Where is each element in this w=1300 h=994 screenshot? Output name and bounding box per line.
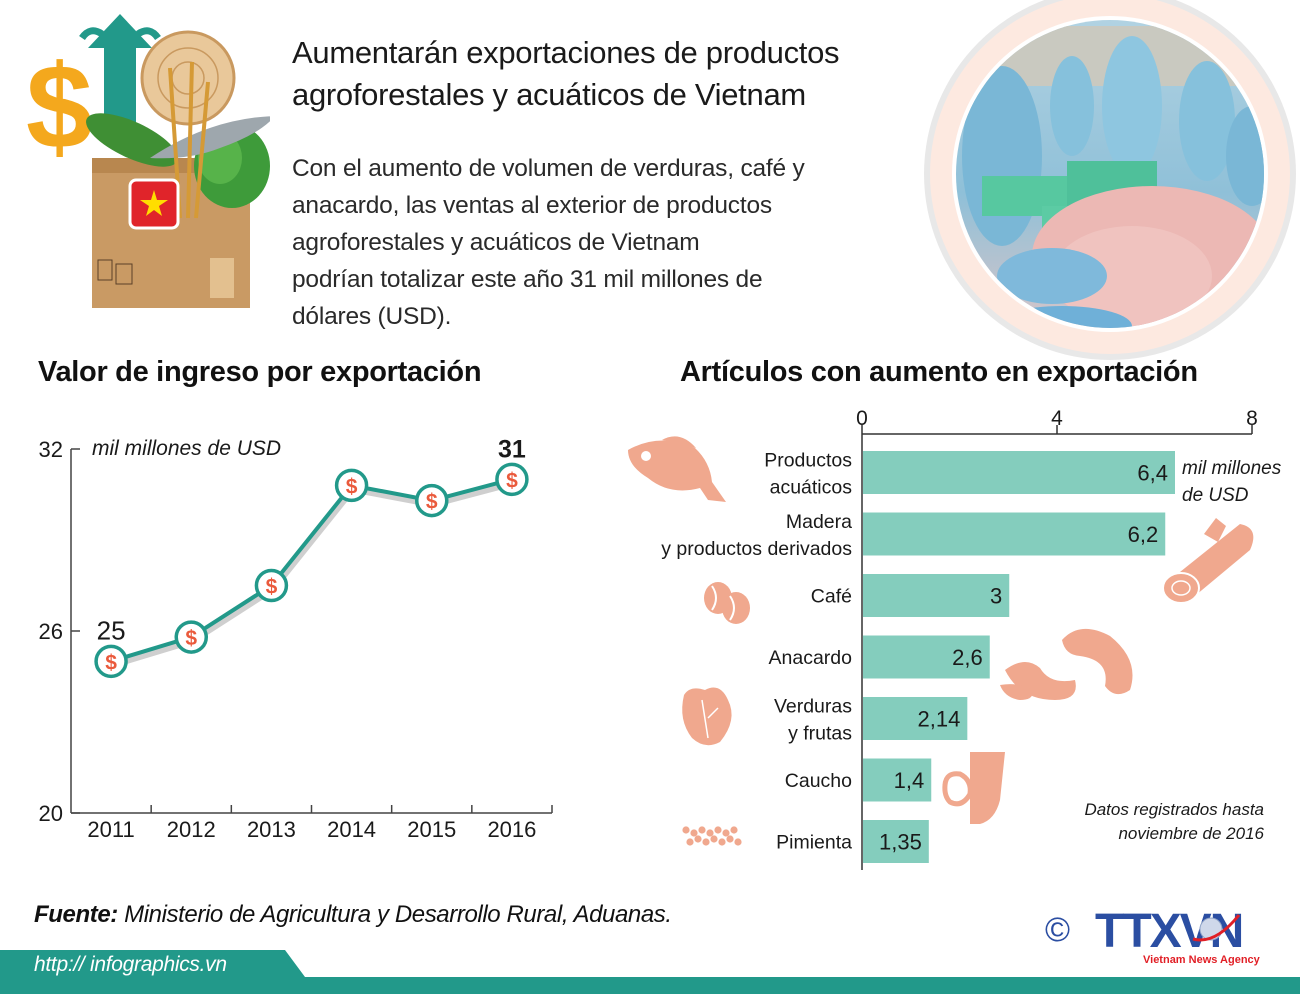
bar-row: 1,4 Caucho <box>785 758 932 802</box>
bar-value-label: 3 <box>990 584 1002 609</box>
dollar-marker-icon: $ <box>174 620 208 654</box>
dollar-marker-icon: $ <box>495 462 529 497</box>
svg-text:$: $ <box>346 475 358 498</box>
bar-row: 2,6 Anacardo <box>769 635 990 679</box>
data-note: Datos registrados hasta <box>1084 800 1264 819</box>
dollar-marker-icon: $ <box>254 568 289 603</box>
bar-row: 6,4 Productos acuáticos <box>764 450 1175 499</box>
dollar-marker-icon: $ <box>334 468 369 503</box>
x-tick-label: 2013 <box>247 817 296 842</box>
x-tick-label: 8 <box>1246 407 1258 430</box>
svg-text:$: $ <box>426 491 438 514</box>
y-tick-label: 20 <box>39 801 63 826</box>
x-tick-label: 2016 <box>487 817 536 842</box>
data-note: noviembre de 2016 <box>1118 824 1264 843</box>
svg-text:$: $ <box>506 469 518 492</box>
bar <box>863 635 990 679</box>
x-tick-label: 4 <box>1051 407 1063 430</box>
bar-value-label: 2,6 <box>952 645 983 670</box>
source-note: Fuente: Ministerio de Agricultura y Desa… <box>34 901 672 929</box>
lead-line: dólares (USD). <box>292 303 452 330</box>
dollar-marker-icon: $ <box>94 644 128 679</box>
lead-line: anacardo, las ventas al exterior de prod… <box>292 192 772 219</box>
bar-chart-title: Artículos con aumento en exportación <box>680 356 1198 388</box>
bar <box>863 451 1175 494</box>
source-text: Ministerio de Agricultura y Desarrollo R… <box>117 901 672 928</box>
x-tick-label: 0 <box>856 407 868 430</box>
bar-value-label: 6,2 <box>1128 522 1159 547</box>
category-label: Café <box>811 586 852 608</box>
lead-line: agroforestales y acuáticos de Vietnam <box>292 229 700 256</box>
export-box-illustration-icon: $ <box>26 14 270 308</box>
export-value-line-chart: 20 26 32 2011 2012 2013 2014 2015 2016 mil millon… <box>39 435 553 842</box>
title-line-2: agroforestales y acuáticos de Vietnam <box>292 77 806 112</box>
bar-chart-series: 6,4 Productos acuáticos 6,2 Madera y producto… <box>661 450 1175 863</box>
category-label: Caucho <box>785 770 852 792</box>
x-tick-label: 2011 <box>87 817 134 842</box>
bar-row: 2,14 Verduras y frutas <box>774 696 968 745</box>
y-tick-label: 32 <box>39 437 63 462</box>
bar <box>863 574 1010 617</box>
lettuce-icon <box>682 687 732 746</box>
footer-url-link[interactable]: http:// infographics.vn <box>34 953 227 976</box>
line-chart-title: Valor de ingreso por exportación <box>38 356 482 388</box>
unit-label: de USD <box>1182 485 1249 506</box>
category-label: Anacardo <box>769 647 853 669</box>
x-tick-label: 2012 <box>167 817 216 842</box>
x-tick-label: 2015 <box>407 817 456 842</box>
line-chart-axes: 20 26 32 2011 2012 2013 2014 2015 2016 mil millon… <box>39 437 553 842</box>
lead-paragraph: Con el aumento de volumen de verduras, c… <box>292 150 912 335</box>
coffee-bean-icon <box>704 582 750 624</box>
y-unit-label: mil millones de USD <box>92 437 281 460</box>
bar-value-label: 1,35 <box>879 830 922 855</box>
logo-subtitle: Vietnam News Agency <box>1143 954 1261 966</box>
svg-text:$: $ <box>26 40 93 174</box>
line-chart-series: $ $ $ $ $ $25 31 <box>94 435 529 679</box>
data-label: 25 <box>97 615 126 645</box>
x-tick-label: 2014 <box>327 817 376 842</box>
category-label: Verduras <box>774 696 852 718</box>
bar-value-label: 2,14 <box>917 707 960 732</box>
log-icon <box>1162 518 1254 604</box>
bar <box>863 820 929 863</box>
bar-chart-icons <box>628 436 1254 846</box>
rubber-tree-icon <box>942 752 1005 824</box>
svg-text:$: $ <box>185 627 197 650</box>
fish-icon <box>628 436 726 502</box>
bar <box>863 512 1166 556</box>
bar <box>863 697 968 740</box>
category-label: y frutas <box>788 723 852 745</box>
svg-text:$: $ <box>105 651 117 674</box>
items-bar-chart: 0 4 8 mil millones de USD Datos registrados h… <box>628 407 1282 870</box>
title-line-1: Aumentarán exportaciones de productos <box>292 35 840 70</box>
dollar-marker-icon: $ <box>415 483 449 518</box>
bar-row: 1,35 Pimienta <box>776 820 929 863</box>
svg-text:$: $ <box>266 576 278 599</box>
cashew-icon <box>1000 628 1133 700</box>
bar-value-label: 6,4 <box>1137 461 1168 486</box>
category-label: y productos derivados <box>661 538 852 560</box>
unit-label: mil millones <box>1182 458 1282 479</box>
lead-line: podrían totalizar este año 31 mil millon… <box>292 266 763 293</box>
y-tick-label: 26 <box>39 619 63 644</box>
source-label: Fuente: <box>34 901 118 928</box>
category-label: Madera <box>786 511 852 533</box>
bar-row: 3 Café <box>811 574 1010 617</box>
bar-value-label: 1,4 <box>894 768 925 793</box>
copyright-icon: © <box>1045 911 1070 949</box>
bar-row: 6,2 Madera y productos derivados <box>661 511 1166 560</box>
page-title: Aumentarán exportaciones de productos ag… <box>292 32 932 116</box>
category-label: acuáticos <box>770 477 853 499</box>
category-label: Pimienta <box>776 832 852 854</box>
data-label: 31 <box>498 435 526 463</box>
line-series-path <box>110 477 513 664</box>
ttxvn-logo-icon: © TTXVN Vietnam News Agency <box>1045 905 1261 966</box>
lead-line: Con el aumento de volumen de verduras, c… <box>292 155 805 182</box>
bar <box>863 758 932 802</box>
category-label: Productos <box>764 450 852 472</box>
bar-chart-axes: 0 4 8 mil millones de USD Datos registrados h… <box>856 407 1282 870</box>
footer-bar <box>0 950 1300 994</box>
pepper-icon <box>682 826 742 846</box>
fish-processing-photo-icon <box>924 0 1296 360</box>
